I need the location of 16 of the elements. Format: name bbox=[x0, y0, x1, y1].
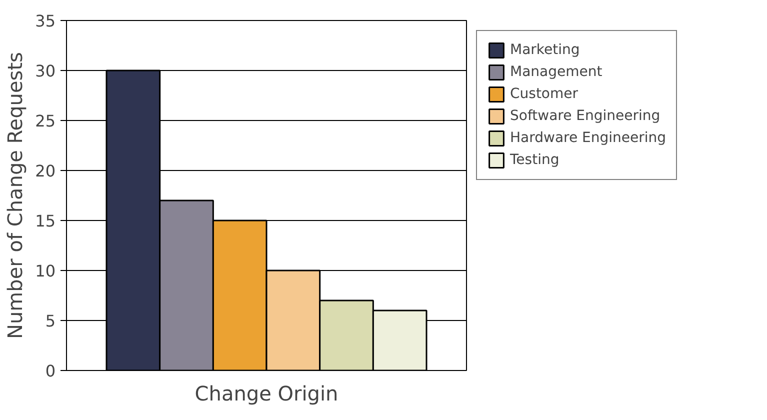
legend-label: Software Engineering bbox=[510, 108, 660, 124]
legend-label: Testing bbox=[510, 152, 560, 168]
legend-label: Marketing bbox=[510, 42, 580, 58]
y-tick-label: 10 bbox=[35, 262, 56, 280]
y-tick-label: 35 bbox=[35, 12, 56, 30]
legend-label: Customer bbox=[510, 86, 578, 102]
legend-label: Hardware Engineering bbox=[510, 130, 666, 146]
legend-label: Management bbox=[510, 64, 602, 80]
y-tick-label: 15 bbox=[35, 212, 56, 230]
y-tick-label: 20 bbox=[35, 162, 56, 180]
y-tick-label: 25 bbox=[35, 112, 56, 130]
y-tick-label: 0 bbox=[45, 362, 56, 380]
y-axis-title: Number of Change Requests bbox=[3, 52, 28, 339]
y-tick-label: 30 bbox=[35, 62, 56, 80]
x-axis-title: Change Origin bbox=[194, 382, 338, 406]
y-tick-label: 5 bbox=[45, 312, 56, 330]
